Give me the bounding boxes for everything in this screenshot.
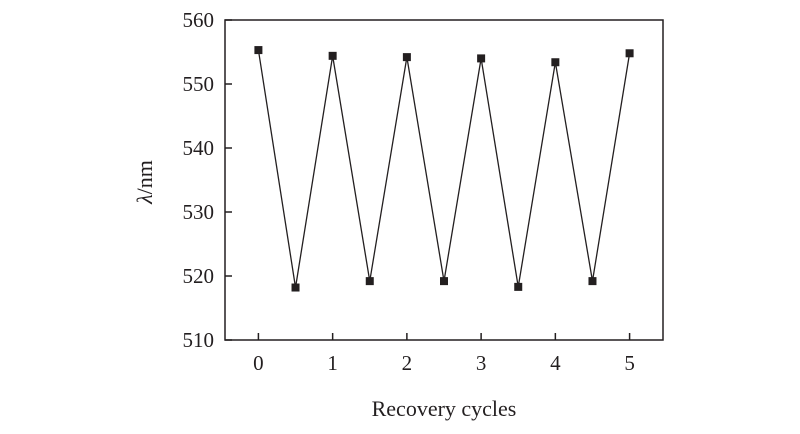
x-tick-label: 1 — [327, 351, 338, 375]
data-point — [328, 51, 337, 60]
x-axis-title: Recovery cycles — [372, 396, 517, 421]
y-tick-label: 520 — [183, 264, 215, 288]
data-point — [514, 282, 523, 291]
series-line — [257, 49, 631, 288]
data-point — [588, 277, 597, 286]
y-axis-unit: /nm — [132, 160, 157, 194]
y-tick-label: 530 — [183, 200, 215, 224]
axis-ticks — [225, 19, 631, 341]
data-point — [551, 58, 560, 67]
y-tick-label: 560 — [183, 8, 215, 32]
data-point — [402, 53, 411, 62]
x-tick-label: 3 — [476, 351, 487, 375]
y-axis-symbol: λ — [132, 194, 157, 205]
x-tick-label: 0 — [253, 351, 264, 375]
x-tick-label: 4 — [550, 351, 561, 375]
data-point — [291, 283, 300, 292]
data-point — [365, 277, 374, 286]
data-point — [477, 54, 486, 63]
plot-frame — [224, 19, 664, 341]
data-point — [254, 46, 263, 55]
y-tick-label: 540 — [183, 136, 215, 160]
x-tick-label: 2 — [402, 351, 413, 375]
tick-labels: 0 1 2 3 4 5 510 520 530 540 550 560 — [183, 8, 635, 375]
y-tick-label: 510 — [183, 328, 215, 352]
data-point — [625, 49, 634, 58]
x-tick-label: 5 — [624, 351, 635, 375]
y-tick-label: 550 — [183, 72, 215, 96]
data-point — [440, 277, 448, 286]
y-axis-title: λ/nm — [132, 160, 157, 205]
data-series — [254, 46, 634, 292]
